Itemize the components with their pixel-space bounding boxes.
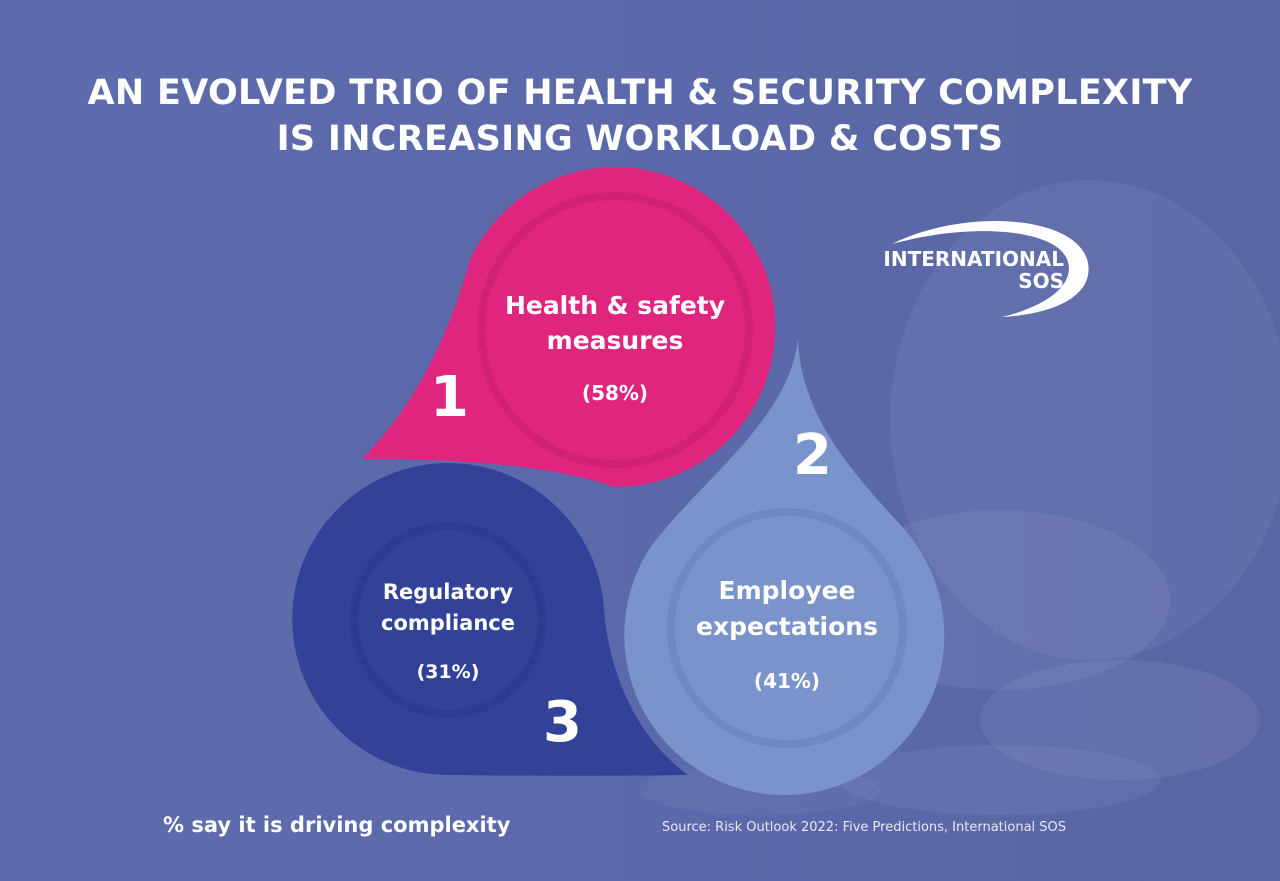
drop-1-inner-circle: [485, 200, 745, 460]
drop-1-percent: (58%): [581, 381, 649, 405]
international-sos-logo: INTERNATIONAL SOS: [872, 214, 1102, 324]
drop-3-label-line-2: compliance: [381, 611, 515, 635]
drop-3-label-line-1: Regulatory: [382, 580, 514, 604]
title-line-1: AN EVOLVED TRIO OF HEALTH & SECURITY COM…: [87, 73, 1193, 113]
logo-text: INTERNATIONAL SOS: [878, 248, 1064, 292]
footnote: % say it is driving complexity: [163, 813, 511, 837]
drop-3-label: Regulatory compliance (31%): [358, 577, 538, 688]
drop-1-health-safety: [362, 167, 776, 488]
logo-line-1: INTERNATIONAL: [883, 247, 1064, 271]
drop-2-percent: (41%): [753, 669, 821, 693]
source-citation: Source: Risk Outlook 2022: Five Predicti…: [662, 820, 1067, 835]
page-title: AN EVOLVED TRIO OF HEALTH & SECURITY COM…: [0, 70, 1280, 162]
drop-1-label-line-1: Health & safety: [504, 291, 726, 320]
drop-2-inner-circle: [675, 516, 899, 740]
drop-3-inner-circle: [358, 530, 538, 710]
drop-2-label-line-1: Employee: [718, 576, 856, 605]
drop-1-label-line-2: measures: [546, 326, 684, 355]
drop-3-percent: (31%): [416, 661, 480, 683]
drop-2-number: 2: [793, 423, 832, 488]
drop-1-number: 1: [430, 365, 469, 430]
drop-1-label: Health & safety measures (58%): [480, 288, 750, 411]
title-line-2: IS INCREASING WORKLOAD & COSTS: [276, 119, 1004, 159]
drop-3-number: 3: [543, 690, 582, 755]
drop-2-employee-expectations: [624, 338, 945, 796]
drop-2-label: Employee expectations (41%): [667, 573, 907, 699]
drop-3-regulatory-compliance: [292, 463, 688, 776]
drop-2-label-line-2: expectations: [696, 612, 878, 641]
logo-line-2: SOS: [1018, 269, 1064, 293]
